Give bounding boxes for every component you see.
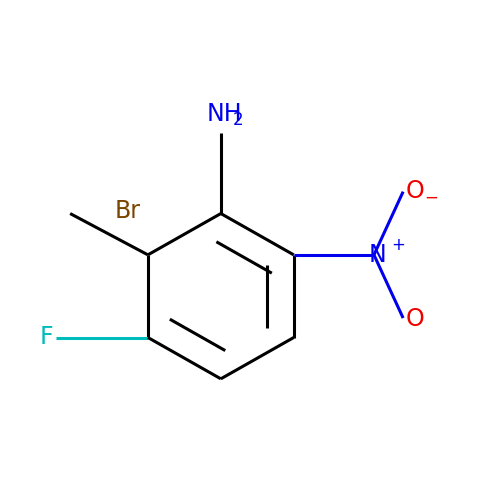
Text: NH: NH	[206, 102, 242, 126]
Text: −: −	[424, 188, 438, 206]
Text: O: O	[406, 307, 424, 331]
Text: F: F	[40, 326, 53, 349]
Text: +: +	[391, 236, 405, 254]
Text: N: N	[369, 243, 387, 267]
Text: Br: Br	[114, 199, 140, 223]
Text: 2: 2	[233, 112, 243, 130]
Text: O: O	[406, 178, 424, 203]
